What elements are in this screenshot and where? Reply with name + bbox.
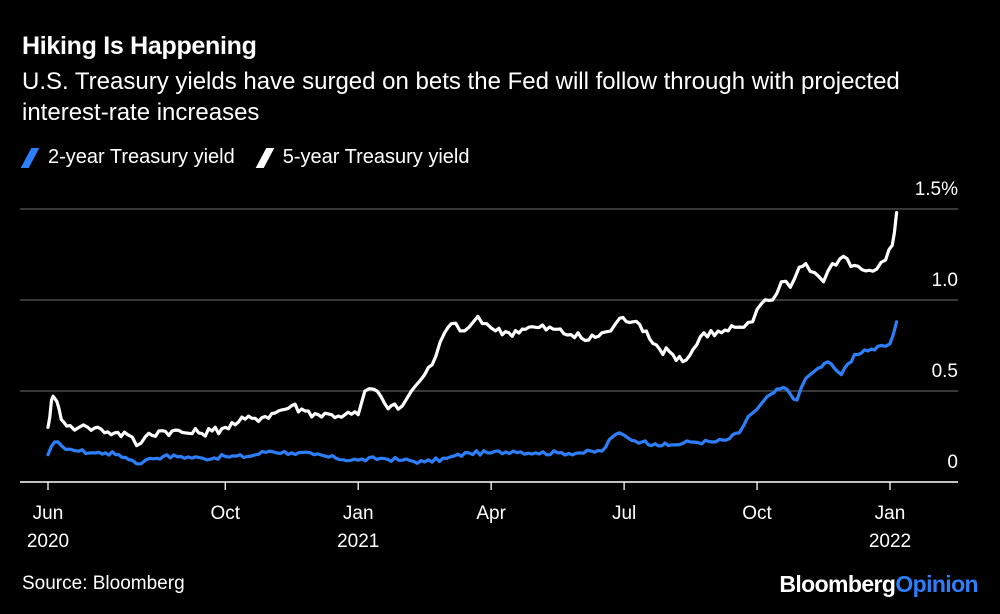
x-tick-label-2: Jan	[343, 503, 374, 524]
source-note: Source: Bloomberg	[22, 573, 185, 594]
y-tick-label-2: 1.0	[932, 270, 958, 291]
brand-logo: BloombergOpinion	[779, 571, 978, 598]
x-tick-label-0: Jun	[33, 503, 64, 524]
brand-part-opinion: Opinion	[895, 571, 978, 597]
series-line-2yr	[46, 320, 899, 466]
x-tick-label-4: Jul	[612, 503, 636, 524]
x-tick-year-6: 2022	[869, 531, 911, 552]
x-tick-label-1: Oct	[210, 503, 240, 524]
chart-subtitle: U.S. Treasury yields have surged on bets…	[22, 68, 900, 126]
series-line-5yr	[46, 211, 899, 448]
legend-label-2yr: 2-year Treasury yield	[48, 146, 235, 168]
y-tick-label-0: 0	[947, 452, 958, 473]
x-tick-label-6: Jan	[875, 503, 906, 524]
legend-item-5yr: 5-year Treasury yield	[255, 146, 470, 169]
x-tick-year-2: 2021	[337, 531, 379, 552]
x-tick-label-3: Apr	[476, 503, 506, 524]
legend-label-5yr: 5-year Treasury yield	[282, 146, 470, 168]
legend-item-2yr: 2-year Treasury yield	[20, 146, 235, 169]
legend: 2-year Treasury yield 5-year Treasury yi…	[20, 146, 492, 169]
x-tick-label-5: Oct	[742, 503, 772, 524]
chart-title: Hiking Is Happening	[22, 32, 257, 60]
y-tick-label-3: 1.5%	[915, 179, 958, 200]
x-tick-year-0: 2020	[27, 531, 69, 552]
y-tick-label-1: 0.5	[932, 361, 958, 382]
brand-part-bloomberg: Bloomberg	[779, 571, 896, 597]
